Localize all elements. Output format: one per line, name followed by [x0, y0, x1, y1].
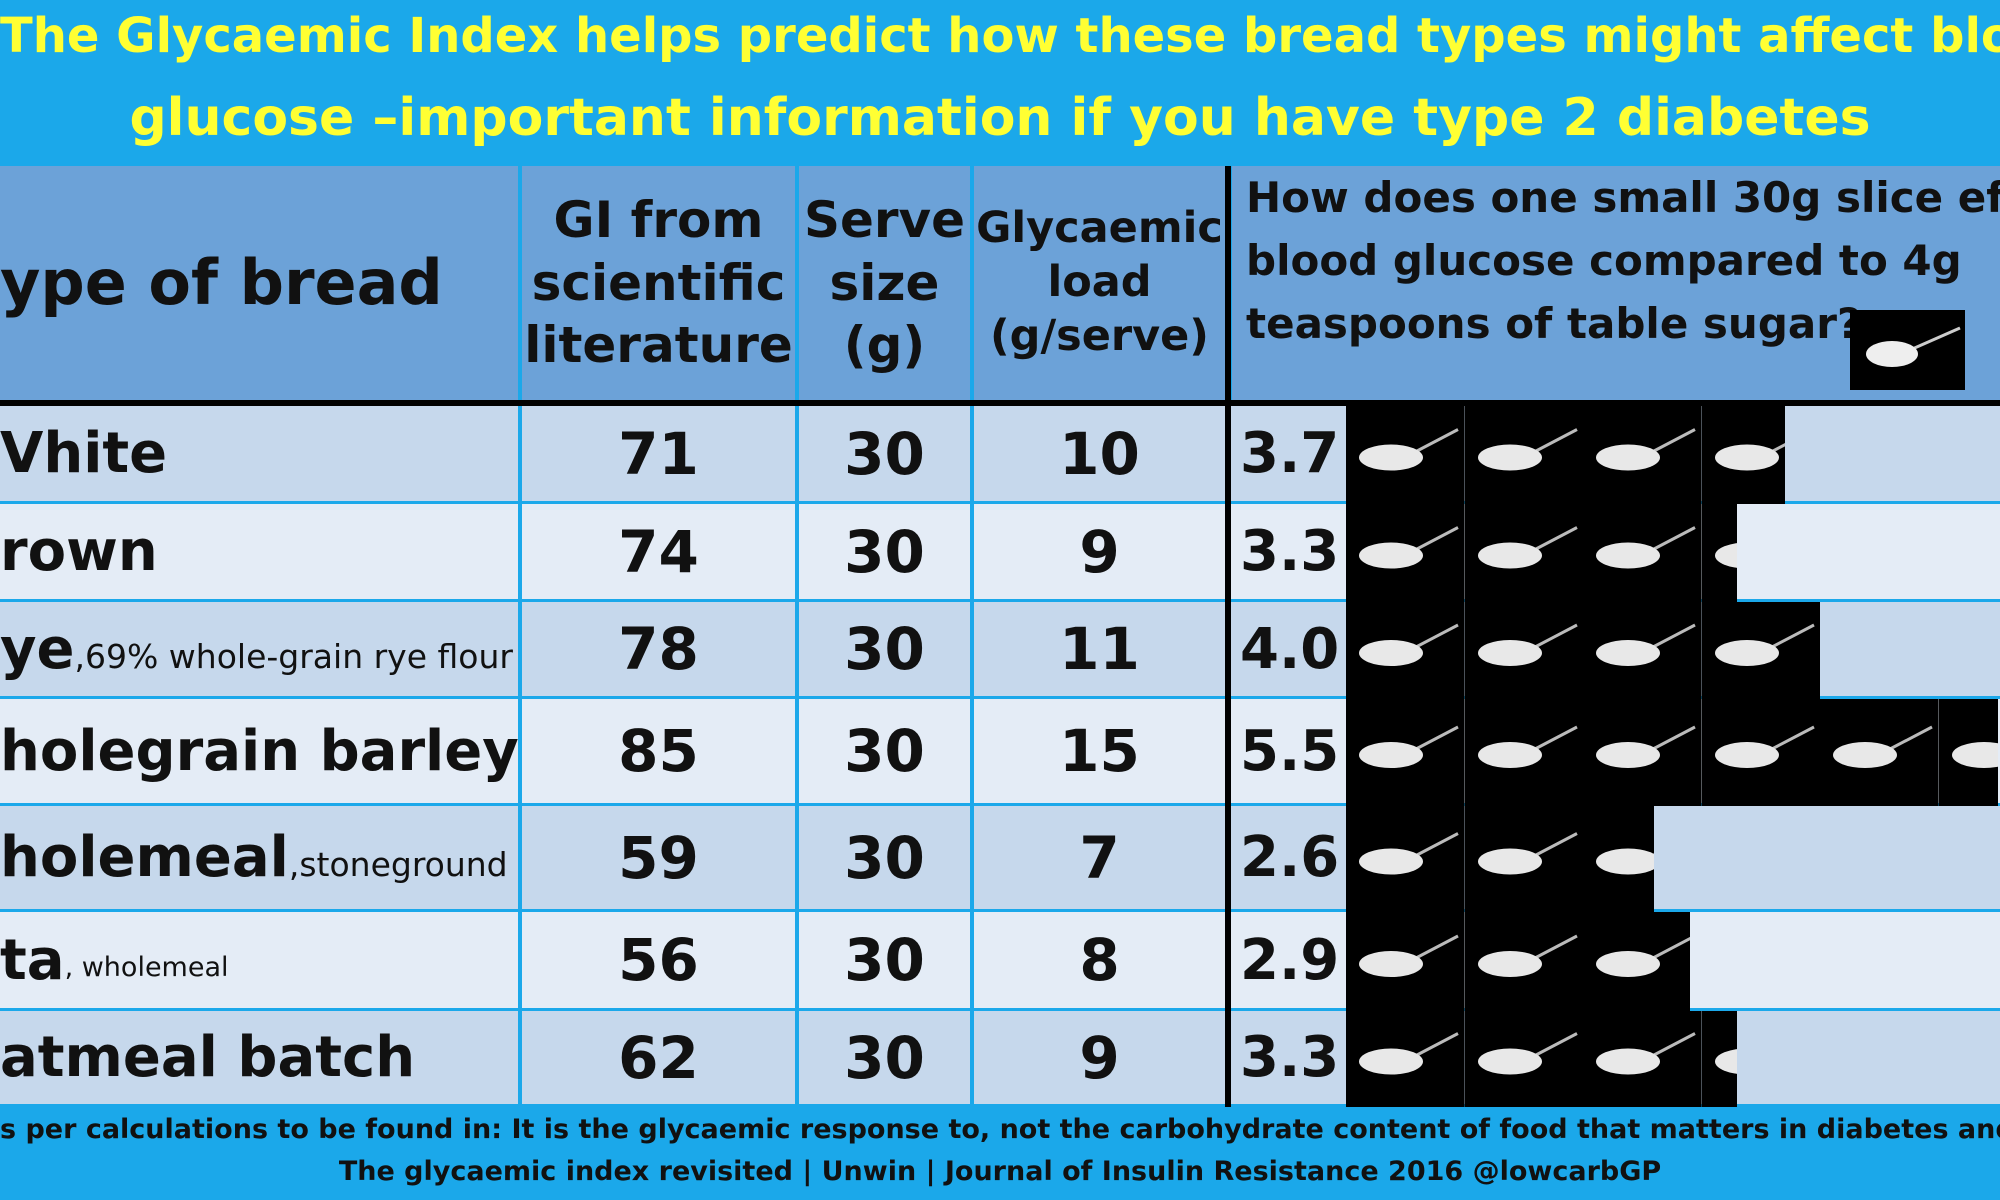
header-cell: ype of bread — [0, 166, 518, 400]
sugar-spoon — [1464, 406, 1584, 504]
footer-line: s per calculations to be found in: It is… — [0, 1114, 2000, 1145]
sugar-spoon — [1346, 602, 1465, 699]
sugar-spoon — [1820, 699, 1940, 806]
sugar-spoon — [1346, 504, 1465, 602]
sugar-spoon — [1346, 1011, 1465, 1107]
sugar-spoon — [1701, 1011, 1738, 1107]
sugar-spoon — [1701, 406, 1785, 504]
number-cell: 85 — [522, 699, 795, 803]
header-line: teaspoons of table sugar? — [1246, 299, 1862, 348]
teaspoon-count: 3.3 — [1240, 519, 1340, 584]
sugar-spoon — [1583, 406, 1702, 504]
title-line: glucose –important information if you ha… — [129, 88, 1871, 148]
name: ta — [0, 927, 65, 993]
name: atmeal batch — [0, 1025, 416, 1090]
number-cell: 30 — [799, 504, 970, 599]
teaspoon-count: 2.9 — [1240, 927, 1340, 993]
sugar-spoon — [1346, 699, 1465, 806]
bread-name: atmeal batch — [0, 1011, 518, 1104]
header-cell: Serve size (g) — [799, 166, 970, 400]
sugar-spoon — [1583, 699, 1702, 806]
number-cell: 74 — [522, 504, 795, 599]
name: ye — [0, 616, 75, 682]
number-cell: 7 — [974, 806, 1225, 909]
number-cell: 8 — [974, 912, 1225, 1008]
sugar-spoon — [1464, 912, 1584, 1011]
sugar-spoon — [1464, 504, 1584, 602]
header-rule — [0, 400, 2000, 406]
number-cell: 59 — [522, 806, 795, 909]
title-line: The Glycaemic Index helps predict how th… — [0, 8, 2000, 64]
sugar-spoon — [1701, 699, 1821, 806]
sugar-spoon — [1939, 699, 1999, 806]
number-cell: 71 — [522, 406, 795, 501]
header-line: How does one small 30g slice effec — [1246, 173, 2000, 222]
sugar-spoon — [1583, 912, 1690, 1011]
header-cell: How does one small 30g slice effec blood… — [1232, 166, 2000, 400]
sugar-spoon — [1346, 806, 1465, 912]
number-cell: 9 — [974, 504, 1225, 599]
sugar-spoon — [1464, 806, 1584, 912]
sugar-spoon — [1701, 504, 1738, 602]
number-cell: 30 — [799, 1011, 970, 1104]
header-cell: Glycaemic load (g/serve) — [974, 166, 1225, 400]
sugar-spoon — [1583, 1011, 1702, 1107]
number-cell: 9 — [974, 1011, 1225, 1104]
name: holemeal — [0, 825, 289, 890]
number-cell: 11 — [974, 602, 1225, 696]
teaspoon-count: 3.7 — [1240, 421, 1340, 486]
bread-name: rown — [0, 504, 518, 599]
sugar-spoon — [1583, 504, 1702, 602]
number-cell: 10 — [974, 406, 1225, 501]
column-rule — [1225, 166, 1231, 1107]
teaspoon-count: 2.6 — [1240, 825, 1340, 890]
bread-name: holemeal,stoneground flour — [0, 806, 518, 909]
sugar-spoon — [1464, 699, 1584, 806]
number-cell: 15 — [974, 699, 1225, 803]
note: ,69% whole-grain rye flour — [74, 636, 513, 676]
number-cell: 56 — [522, 912, 795, 1008]
number-cell: 62 — [522, 1011, 795, 1104]
teaspoon-count: 5.5 — [1240, 718, 1340, 784]
number-cell: 78 — [522, 602, 795, 696]
sugar-spoon — [1583, 602, 1702, 699]
sugar-icon — [1850, 310, 1965, 390]
header-line: blood glucose compared to 4g — [1246, 236, 1962, 285]
sugar-spoon — [1464, 1011, 1584, 1107]
teaspoon-count: 4.0 — [1240, 616, 1340, 682]
note: ,stoneground flour — [288, 845, 518, 884]
note: , wholemeal — [64, 951, 229, 983]
bread-name: holegrain barley, 50% barley — [0, 699, 518, 803]
footer-line: The glycaemic index revisited | Unwin | … — [338, 1156, 1662, 1187]
header-cell: GI from scientific literature — [522, 166, 795, 400]
number-cell: 30 — [799, 406, 970, 501]
sugar-spoon — [1701, 602, 1821, 699]
sugar-spoon — [1346, 912, 1465, 1011]
number-cell: 30 — [799, 602, 970, 696]
sugar-spoon — [1464, 602, 1584, 699]
bread-name: ye ,69% whole-grain rye flour — [0, 602, 518, 696]
bread-name: ta, wholemeal — [0, 912, 518, 1008]
teaspoon-count: 3.3 — [1240, 1025, 1340, 1090]
name: Vhite — [0, 421, 168, 486]
number-cell: 30 — [799, 806, 970, 909]
name: holegrain barley — [0, 718, 518, 784]
number-cell: 30 — [799, 912, 970, 1008]
name: rown — [0, 519, 158, 584]
sugar-spoon — [1346, 406, 1465, 504]
sugar-spoon — [1583, 806, 1655, 912]
number-cell: 30 — [799, 699, 970, 803]
bread-name: Vhite — [0, 406, 518, 501]
